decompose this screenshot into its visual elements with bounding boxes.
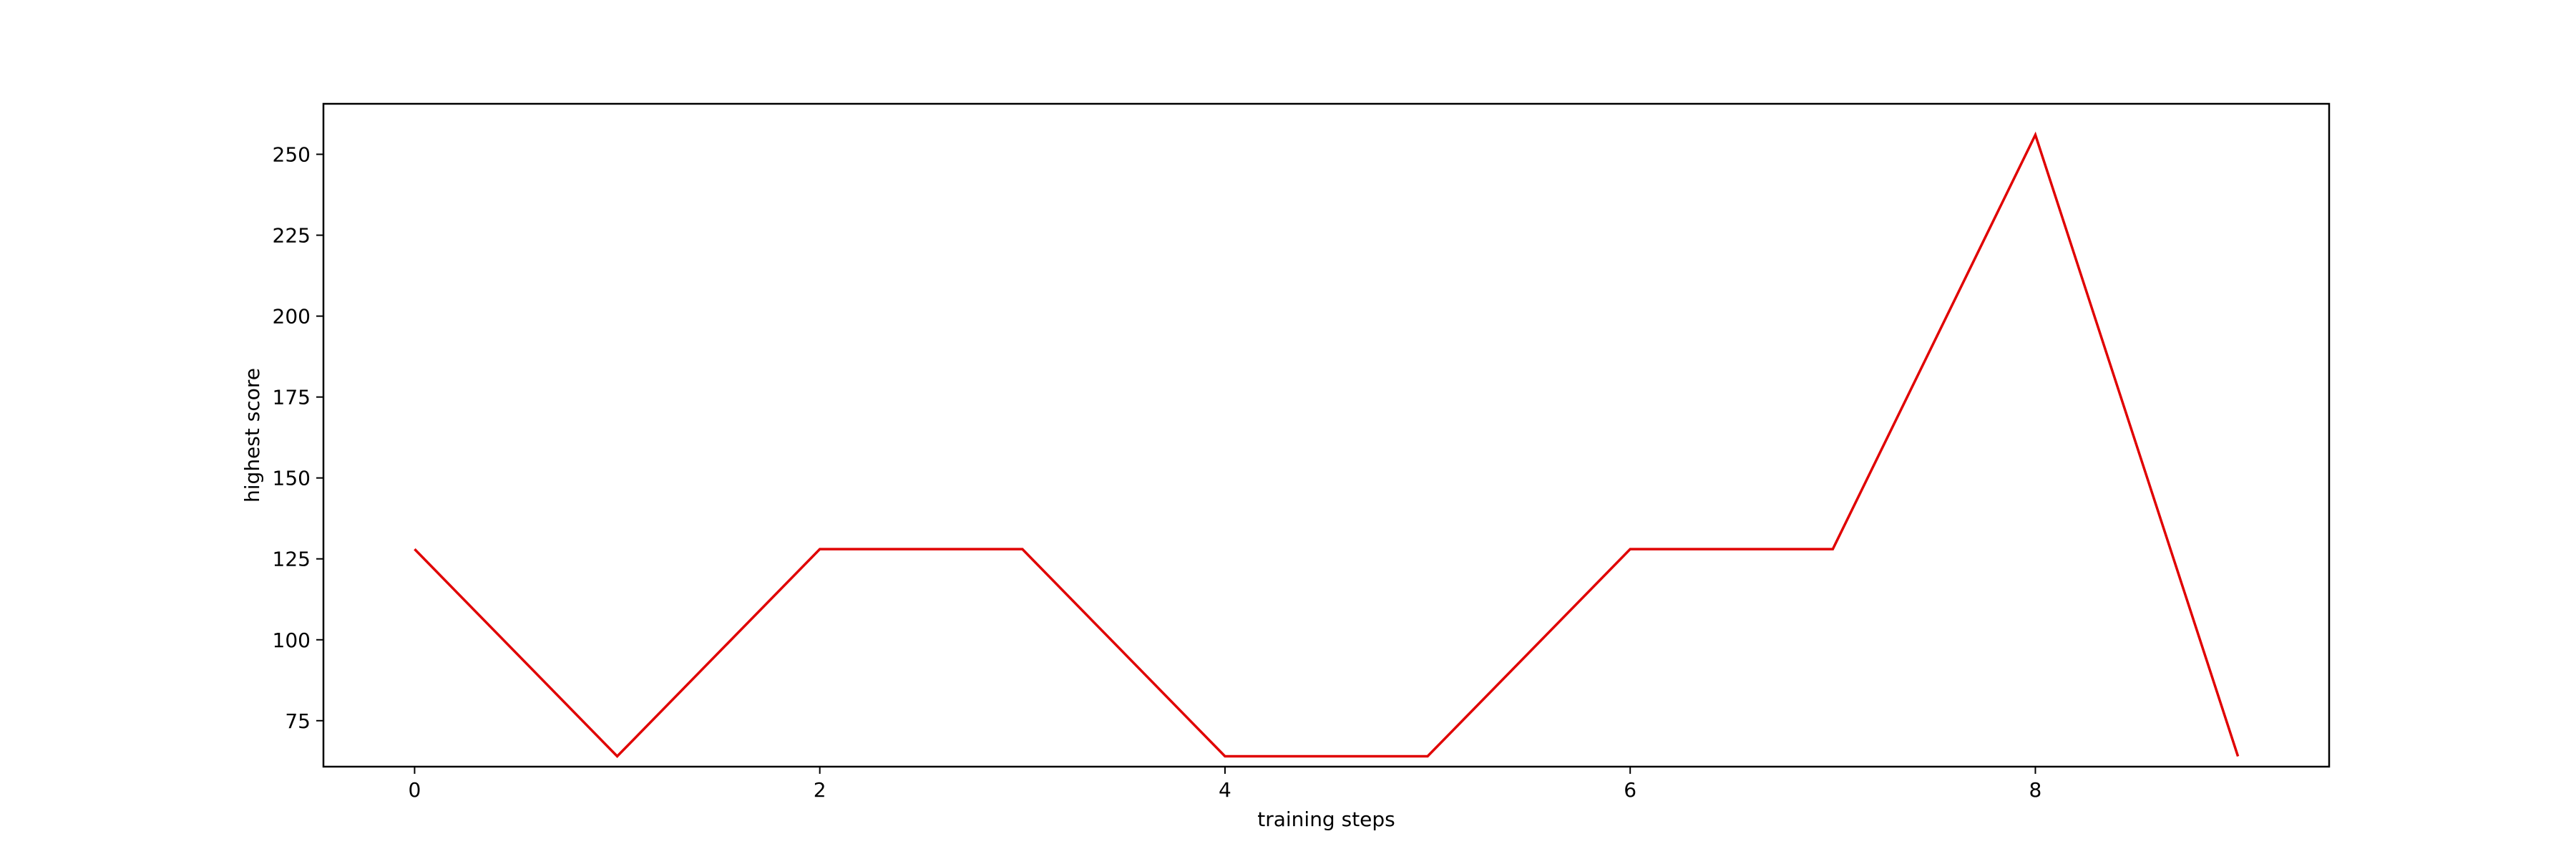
y-axis-label: highest score <box>240 368 264 503</box>
x-tick-label: 6 <box>1624 778 1636 802</box>
x-tick-label: 2 <box>814 778 826 802</box>
x-tick-label: 0 <box>408 778 421 802</box>
y-tick-label: 75 <box>285 709 311 733</box>
y-tick-label: 200 <box>273 305 311 329</box>
y-tick-label: 150 <box>273 467 311 490</box>
x-tick-label: 8 <box>2029 778 2042 802</box>
x-tick-label: 4 <box>1219 778 1231 802</box>
series-line <box>414 131 2240 759</box>
y-tick-label: 175 <box>273 386 311 409</box>
y-tick-label: 125 <box>273 548 311 571</box>
x-axis-label: training steps <box>1257 807 1395 831</box>
y-tick-label: 250 <box>273 143 311 167</box>
y-axis-ticks: 75 100 125 150 175 200 225 250 <box>273 143 323 733</box>
y-tick-label: 225 <box>273 224 311 248</box>
y-tick-label: 100 <box>273 629 311 652</box>
plot-frame <box>322 102 2331 768</box>
series-layer <box>414 131 2240 759</box>
x-axis-ticks: 0 2 4 6 8 <box>408 767 2041 802</box>
